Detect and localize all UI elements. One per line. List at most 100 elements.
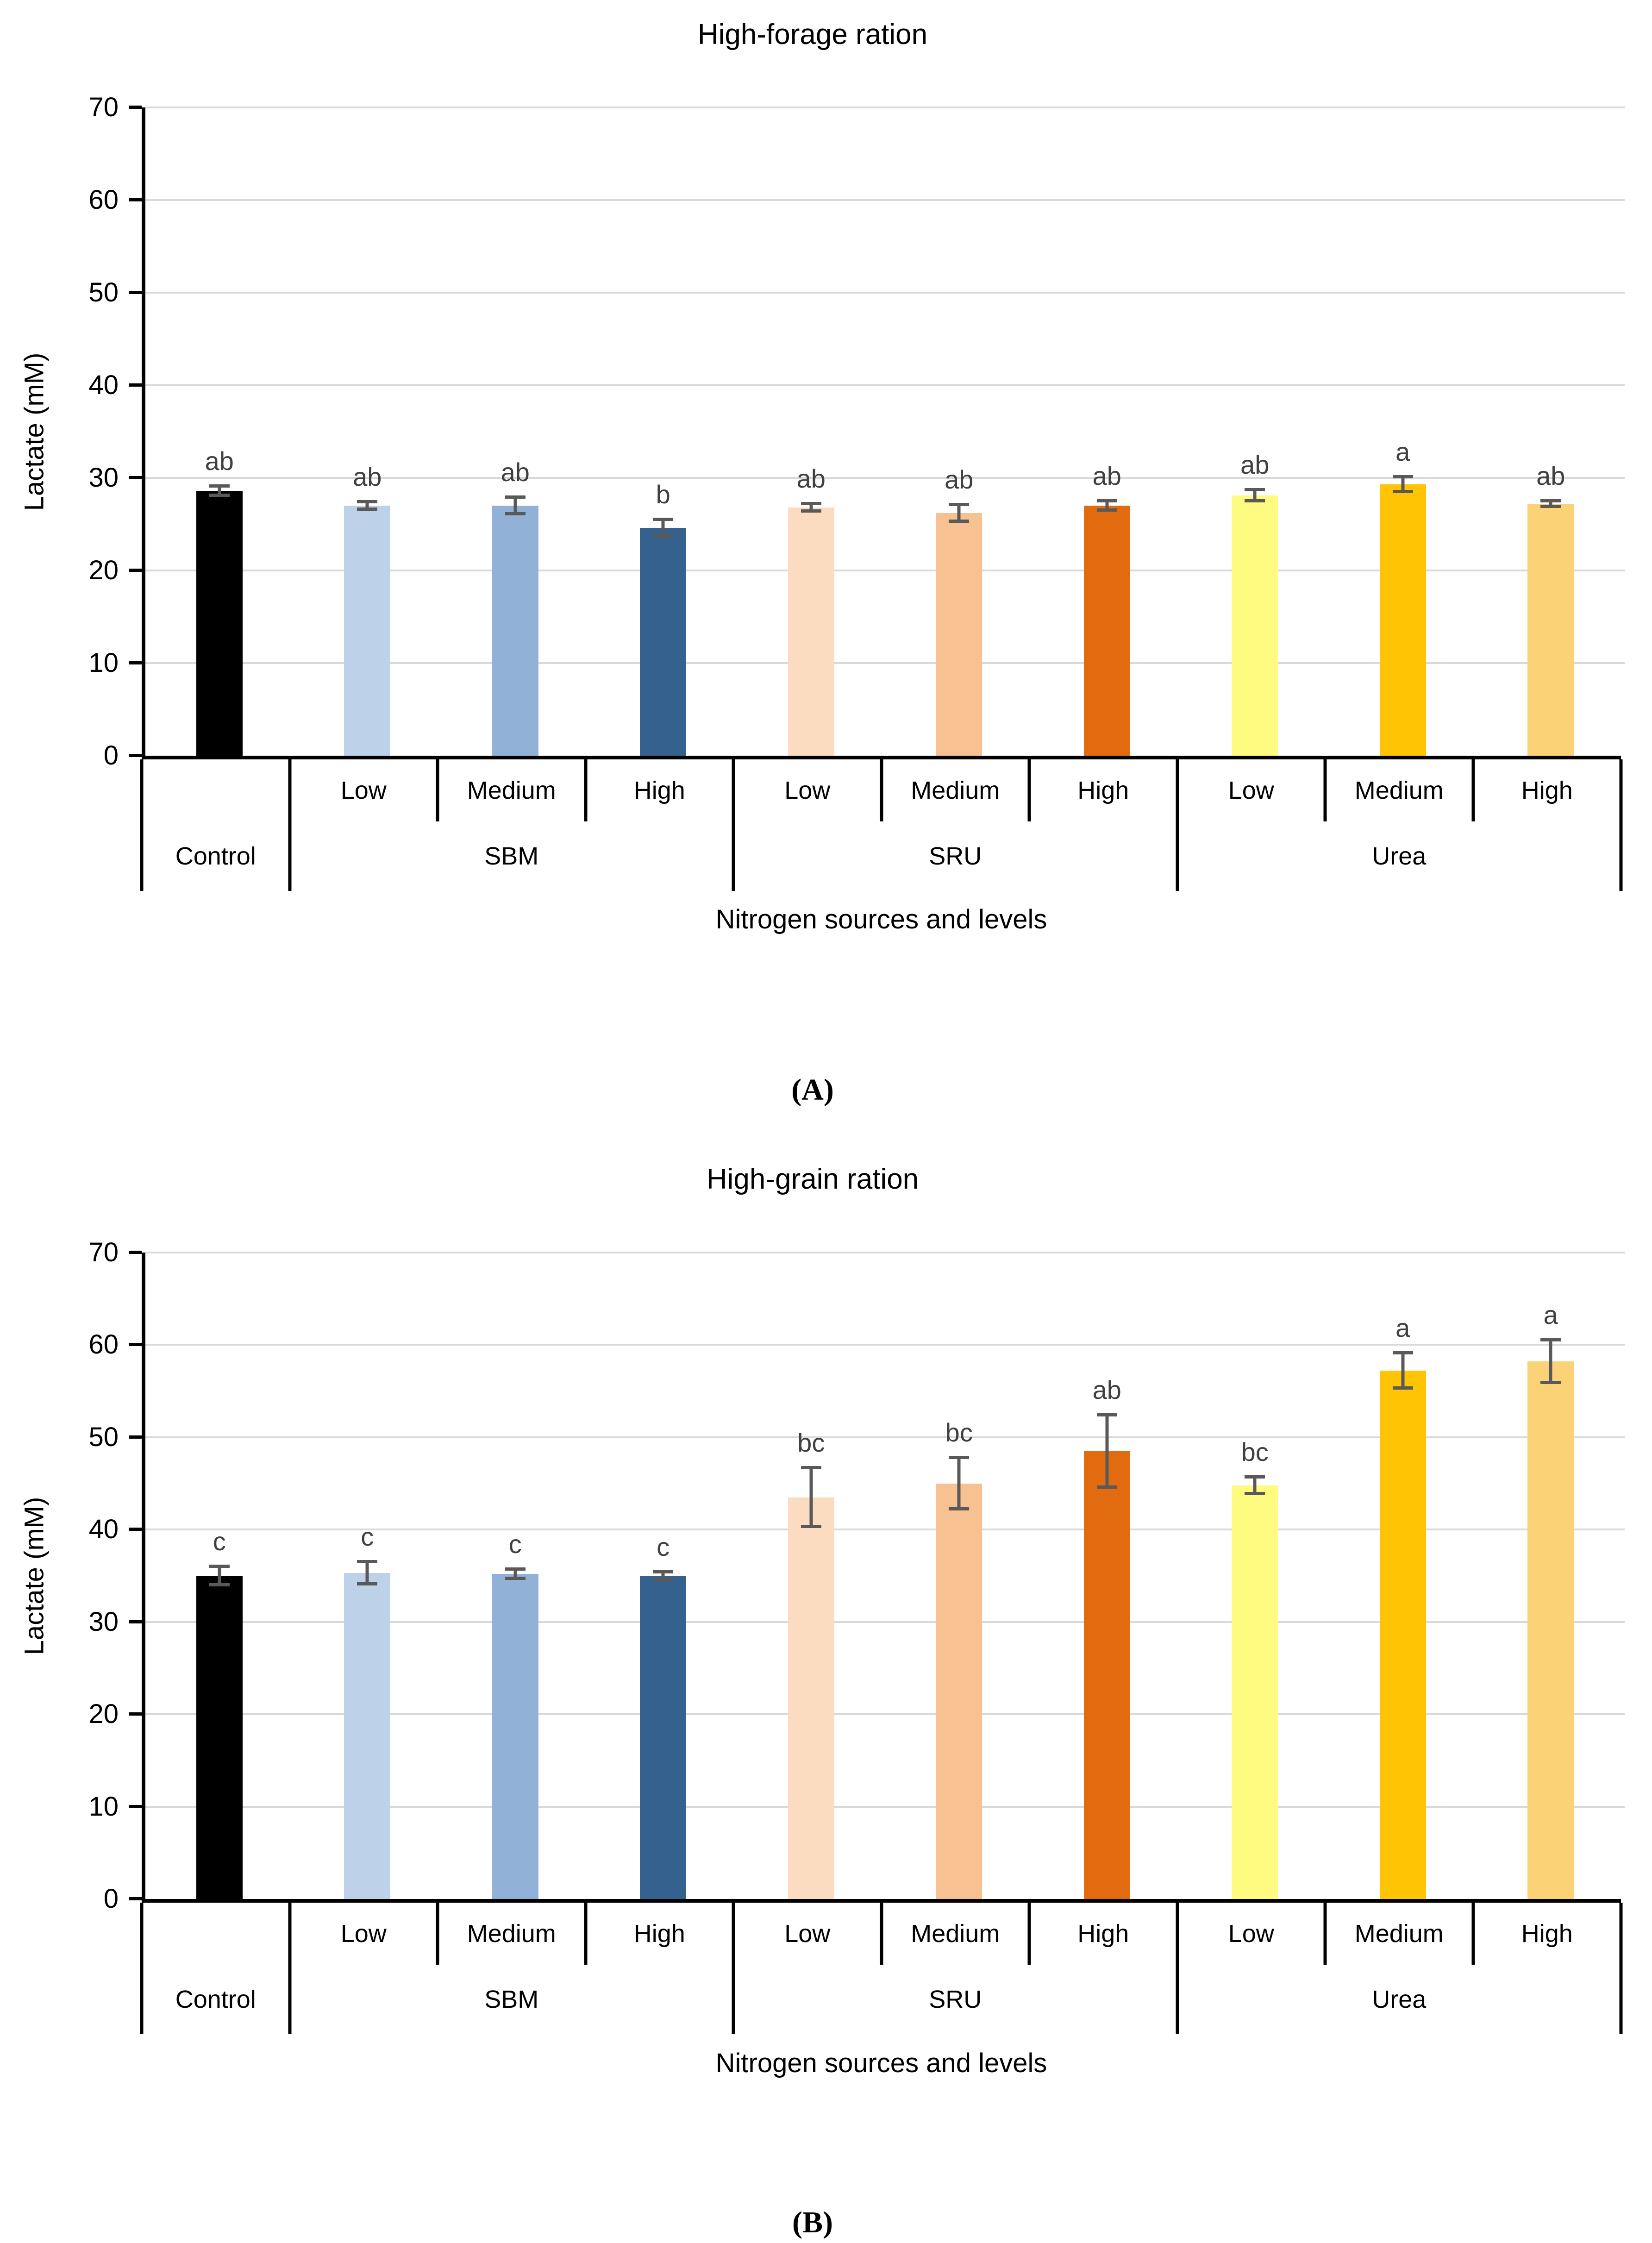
panel-a-plot-area: ab ab ab b ab ab ab ab a ab	[129, 106, 1625, 757]
group-label-cell: SRU	[929, 842, 982, 870]
y-tick-label: 50	[88, 1422, 119, 1452]
error-bar	[365, 1562, 369, 1584]
level-label-cell: Low	[1228, 1920, 1274, 1948]
error-bar-cap	[1096, 499, 1117, 502]
y-tick-label: 50	[88, 277, 119, 307]
error-bar-cap	[653, 1570, 674, 1574]
group-label-cell: SRU	[929, 1986, 982, 2013]
error-bar	[218, 486, 221, 495]
level-label-cell: High	[1521, 1920, 1573, 1948]
bar-sbm-low	[344, 506, 391, 756]
level-label-cell: High	[1077, 777, 1129, 804]
bar-sbm-low	[344, 1573, 391, 1899]
gridline	[145, 477, 1625, 479]
y-axis-tick	[129, 1343, 142, 1347]
level-label-cell: Medium	[1354, 777, 1444, 804]
panel-b-x-axis-label: Nitrogen sources and levels	[715, 2048, 1047, 2078]
bar-sbm-high	[640, 1576, 687, 1899]
y-axis-tick	[129, 383, 142, 387]
level-label-cell: Low	[340, 1920, 387, 1948]
bar-sru-high	[1083, 506, 1130, 756]
level-label-cell: High	[1077, 1920, 1129, 1948]
bar-sru-medium	[936, 513, 982, 756]
error-bar-cap	[1540, 1381, 1561, 1385]
y-tick-label: 10	[88, 648, 119, 678]
gridline	[145, 199, 1625, 201]
significance-letter: b	[656, 480, 670, 509]
y-axis-tick	[129, 198, 142, 201]
y-tick-label: 70	[88, 92, 119, 122]
significance-letter: bc	[1241, 1437, 1269, 1466]
error-bar-cap	[653, 518, 674, 521]
significance-letter: ab	[796, 464, 826, 493]
significance-letter: ab	[1092, 1375, 1121, 1404]
error-bar-cap	[505, 1567, 526, 1571]
significance-letter: ab	[353, 462, 382, 491]
panel-b-category-axis: Low Medium High Low Medium High Low Medium High C…	[140, 1899, 1623, 2034]
y-axis-tick	[129, 1897, 142, 1900]
error-bar-cap	[1096, 1413, 1117, 1416]
panel-b-caption: (B)	[792, 2205, 833, 2239]
significance-letter: ab	[1240, 450, 1270, 479]
y-axis-tick	[129, 106, 142, 109]
error-bar-cap	[653, 534, 674, 538]
group-label-row: Control SBM SRU Urea	[142, 821, 1621, 891]
y-tick-label: 60	[88, 185, 119, 215]
significance-letter: ab	[945, 465, 974, 494]
error-bar	[1401, 1353, 1405, 1389]
bar-control	[196, 1576, 243, 1899]
error-bar-cap	[505, 512, 526, 515]
gridline	[145, 384, 1625, 387]
significance-letter: ab	[1092, 461, 1121, 490]
level-label-cell: Medium	[1354, 1920, 1444, 1948]
y-tick-label: 0	[103, 740, 119, 771]
level-label-cell: Low	[340, 777, 387, 804]
level-label-cell: High	[1521, 777, 1573, 804]
error-bar	[365, 502, 369, 509]
error-bar-cap	[357, 500, 378, 503]
level-label-row: Low Medium High Low Medium High Low Medium High	[142, 1903, 1621, 1965]
error-bar-cap	[1245, 1475, 1265, 1479]
level-label-cell: Medium	[911, 777, 1000, 804]
error-bar-cap	[1392, 475, 1413, 478]
gridline	[145, 1621, 1625, 1623]
error-bar-cap	[1392, 1386, 1413, 1390]
error-bar-cap	[357, 1560, 378, 1564]
error-bar	[1105, 501, 1109, 510]
bar-sbm-medium	[492, 506, 538, 756]
error-bar	[809, 504, 813, 511]
gridline	[145, 1805, 1625, 1808]
error-bar-cap	[1245, 1491, 1265, 1495]
error-bar-cap	[1096, 508, 1117, 512]
y-tick-label: 0	[103, 1884, 119, 1914]
bar-sbm-medium	[492, 1574, 538, 1899]
gridline	[145, 107, 1625, 108]
y-tick-label: 20	[88, 555, 119, 586]
error-bar	[1105, 1415, 1109, 1487]
panel-b-plot-area: c c c c bc bc ab bc a a	[129, 1251, 1625, 1900]
level-label-cell: Low	[784, 1920, 831, 1948]
significance-letter: bc	[945, 1417, 973, 1447]
error-bar	[957, 1457, 961, 1510]
error-bar-cap	[1245, 499, 1265, 502]
gridline	[145, 1436, 1625, 1438]
error-bar	[513, 497, 517, 514]
error-bar	[1253, 490, 1257, 501]
error-bar-cap	[801, 509, 821, 513]
y-axis-tick	[129, 1251, 142, 1254]
error-bar-cap	[1540, 499, 1561, 502]
level-label-row: Low Medium High Low Medium High Low Medium High	[142, 759, 1621, 821]
significance-letter: ab	[1536, 461, 1565, 490]
y-tick-label: 70	[88, 1237, 119, 1267]
error-bar-cap	[949, 1507, 970, 1511]
group-label-cell: SBM	[484, 1986, 539, 2013]
panel-a-caption: (A)	[791, 1073, 834, 1107]
error-bar-cap	[209, 494, 230, 497]
y-tick-label: 60	[88, 1329, 119, 1360]
y-axis-tick	[129, 476, 142, 479]
error-bar-cap	[653, 1577, 674, 1581]
error-bar-cap	[357, 507, 378, 511]
bar-sbm-high	[640, 528, 687, 756]
error-bar	[661, 520, 665, 536]
gridline	[145, 1529, 1625, 1531]
